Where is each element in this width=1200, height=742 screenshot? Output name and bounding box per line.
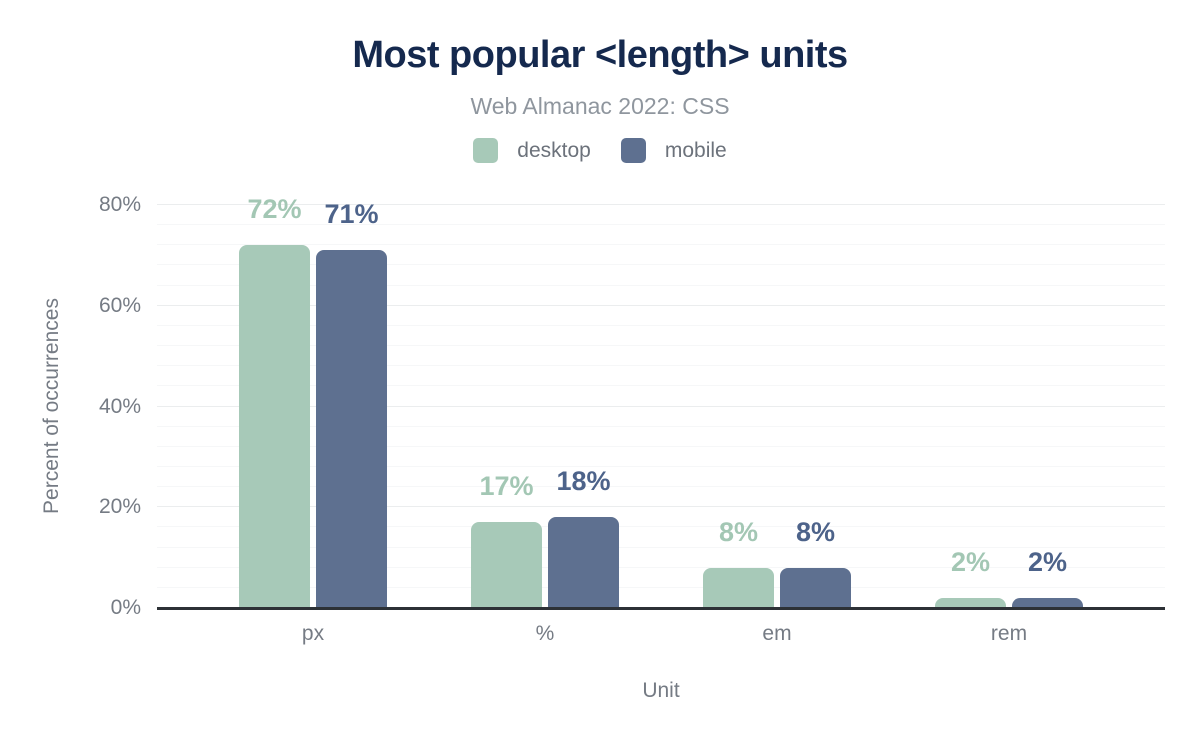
gridline-minor — [157, 586, 1165, 588]
legend-label: desktop — [517, 138, 591, 162]
gridline-minor — [157, 224, 1165, 226]
gridline-minor — [157, 345, 1165, 347]
gridline-minor — [157, 385, 1165, 387]
legend-label: mobile — [664, 138, 727, 162]
gridline-major — [157, 405, 1165, 407]
chart-legend: desktop mobile — [0, 138, 1200, 163]
plot-area: 72% 71% 17% 18% 8% 8% 2% 2% — [157, 196, 1165, 610]
bar-desktop-px — [239, 245, 310, 608]
chart-subtitle: Web Almanac 2022: CSS — [470, 93, 730, 119]
gridline-minor — [157, 324, 1165, 326]
bar-value-desktop-px: 72% — [247, 194, 302, 225]
gridline-minor — [157, 486, 1165, 488]
y-tick-label: 80% — [98, 193, 141, 216]
bar-mobile-em — [780, 567, 851, 608]
y-tick-label: 40% — [98, 394, 141, 418]
y-tick-label: 0% — [110, 596, 141, 619]
gridline-minor — [157, 445, 1165, 447]
x-category-label-%: % — [535, 622, 555, 645]
x-axis-title: Unit — [642, 679, 680, 702]
gridline-minor — [157, 425, 1165, 427]
gridline-minor — [157, 465, 1165, 467]
bar-desktop-em — [703, 567, 774, 608]
gridline-minor — [157, 566, 1165, 568]
bar-value-desktop-%: 17% — [479, 471, 534, 502]
gridline-minor — [157, 526, 1165, 528]
x-axis-line — [157, 607, 1165, 610]
bar-value-desktop-em: 8% — [718, 516, 759, 547]
legend-item-desktop[interactable]: desktop — [473, 138, 591, 163]
bar-value-mobile-px: 71% — [324, 199, 379, 230]
bar-mobile-rem — [1012, 597, 1083, 608]
y-axis-ticks: 0% 20% 40% 60% 80% — [0, 193, 141, 619]
legend-swatch-mobile — [620, 138, 646, 163]
bar-mobile-% — [548, 517, 619, 608]
bar-value-mobile-em: 8% — [795, 516, 836, 547]
chart-title: Most popular <length> units — [352, 34, 848, 76]
legend-swatch-desktop — [473, 138, 499, 163]
gridline-minor — [157, 244, 1165, 246]
x-category-label-px: px — [301, 622, 325, 645]
gridline-major — [157, 204, 1165, 205]
bar-mobile-px — [316, 250, 387, 608]
bar-value-mobile-rem: 2% — [1027, 546, 1068, 577]
bar-desktop-rem — [935, 597, 1006, 608]
bar-value-desktop-rem: 2% — [950, 546, 991, 577]
gridline-minor — [157, 264, 1165, 266]
gridline-major — [157, 304, 1165, 306]
gridline-minor — [157, 365, 1165, 367]
x-category-label-rem: rem — [990, 622, 1028, 645]
bar-value-mobile-%: 18% — [556, 466, 611, 497]
gridline-minor — [157, 284, 1165, 286]
y-tick-label: 20% — [98, 495, 141, 519]
x-category-label-em: em — [762, 622, 792, 645]
y-tick-label: 60% — [98, 293, 141, 317]
bar-desktop-% — [471, 522, 542, 608]
gridline-major — [157, 506, 1165, 508]
legend-item-mobile[interactable]: mobile — [620, 138, 727, 163]
gridline-minor — [157, 546, 1165, 548]
